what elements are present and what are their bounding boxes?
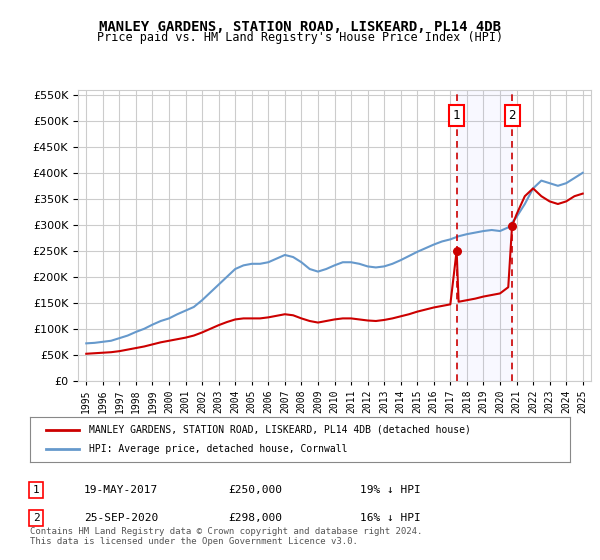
Text: Contains HM Land Registry data © Crown copyright and database right 2024.
This d: Contains HM Land Registry data © Crown c… xyxy=(30,526,422,546)
Text: 2: 2 xyxy=(32,513,40,523)
Text: HPI: Average price, detached house, Cornwall: HPI: Average price, detached house, Corn… xyxy=(89,445,348,455)
Bar xyxy=(457,90,512,381)
Point xyxy=(507,221,517,230)
Text: Price paid vs. HM Land Registry's House Price Index (HPI): Price paid vs. HM Land Registry's House … xyxy=(97,31,503,44)
Text: 2: 2 xyxy=(508,109,516,122)
Text: 25-SEP-2020: 25-SEP-2020 xyxy=(84,513,158,523)
Text: 19-MAY-2017: 19-MAY-2017 xyxy=(84,485,158,495)
Text: 1: 1 xyxy=(453,109,460,122)
Point xyxy=(452,246,461,255)
Text: MANLEY GARDENS, STATION ROAD, LISKEARD, PL14 4DB (detached house): MANLEY GARDENS, STATION ROAD, LISKEARD, … xyxy=(89,424,471,435)
Text: 1: 1 xyxy=(32,485,40,495)
Text: £298,000: £298,000 xyxy=(228,513,282,523)
Text: MANLEY GARDENS, STATION ROAD, LISKEARD, PL14 4DB: MANLEY GARDENS, STATION ROAD, LISKEARD, … xyxy=(99,20,501,34)
Text: £250,000: £250,000 xyxy=(228,485,282,495)
Text: 19% ↓ HPI: 19% ↓ HPI xyxy=(360,485,421,495)
Text: 16% ↓ HPI: 16% ↓ HPI xyxy=(360,513,421,523)
